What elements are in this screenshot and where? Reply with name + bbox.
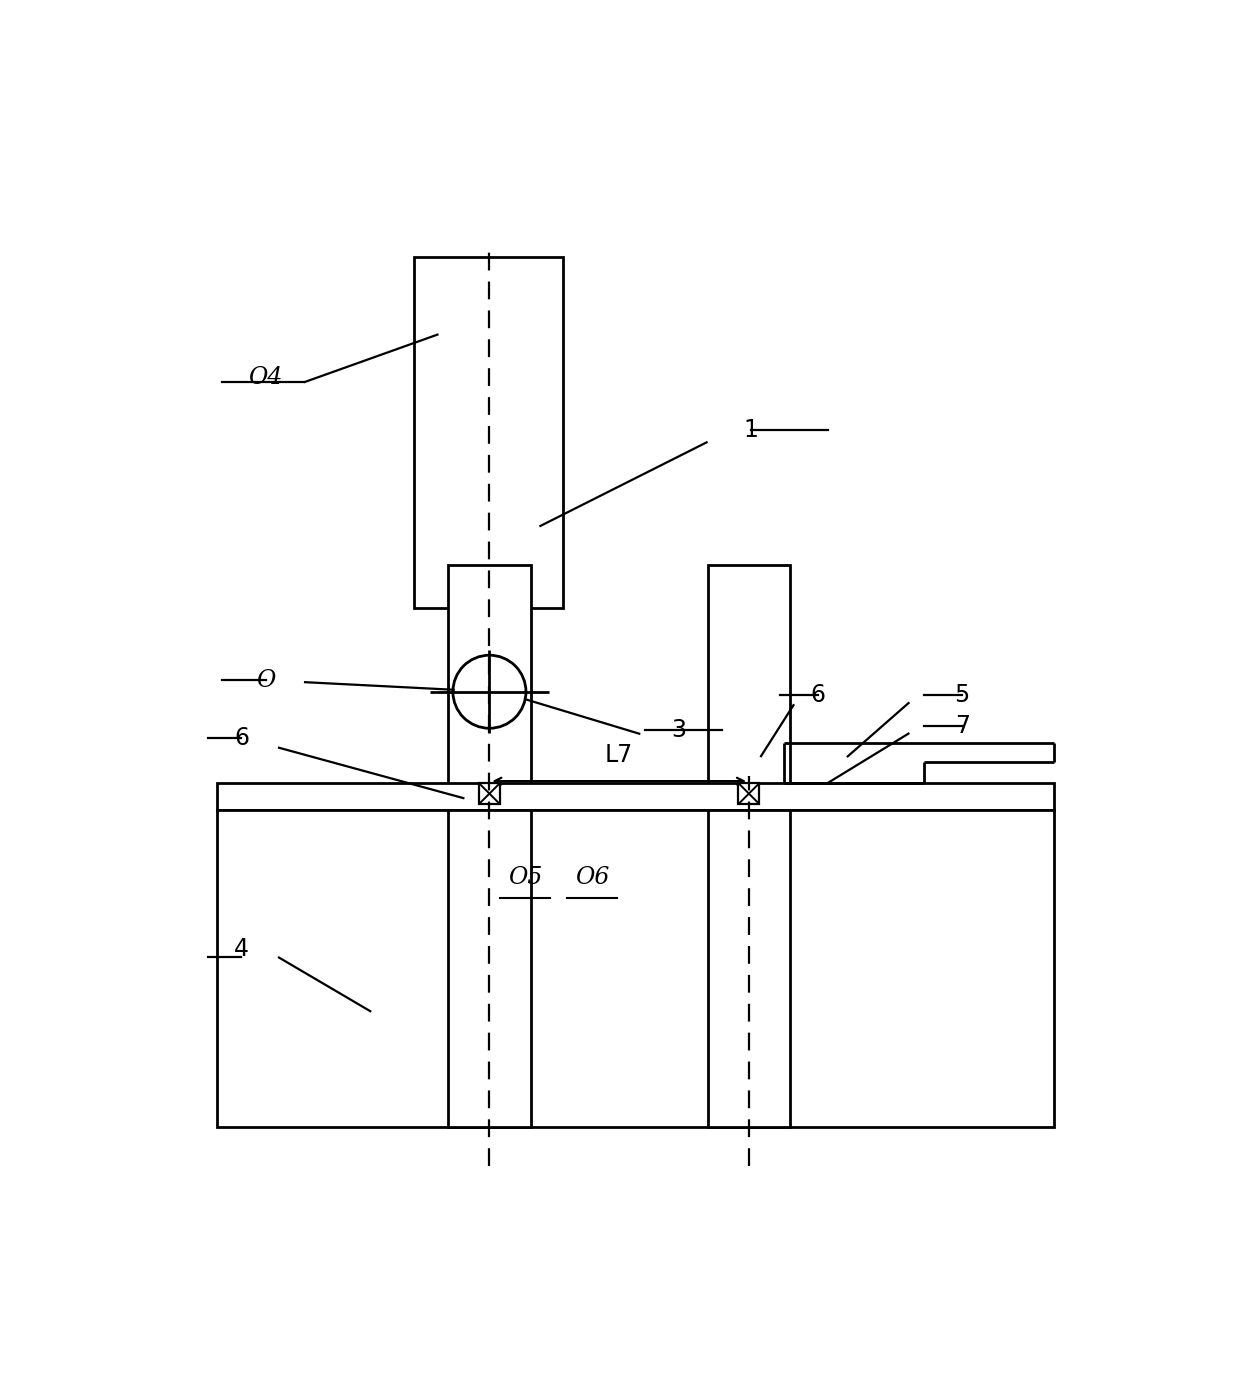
Bar [448,810,531,1127]
Bar [448,565,531,810]
Text: O: O [255,669,275,691]
Text: 6: 6 [811,683,826,706]
Bar [217,810,1054,1127]
Text: O5: O5 [508,866,542,889]
Text: 1: 1 [744,418,758,442]
Text: 5: 5 [955,683,970,706]
Text: O6: O6 [575,866,609,889]
Bar [217,783,1054,810]
Bar [708,810,790,1127]
Text: 7: 7 [955,715,970,738]
Bar [479,783,500,805]
Text: O4: O4 [248,366,283,389]
Text: L7: L7 [605,742,634,767]
Bar [708,565,790,810]
Text: 3: 3 [671,719,686,742]
Text: 4: 4 [234,938,249,961]
Bar [738,783,759,805]
Text: 6: 6 [234,726,249,749]
Bar [414,258,563,608]
